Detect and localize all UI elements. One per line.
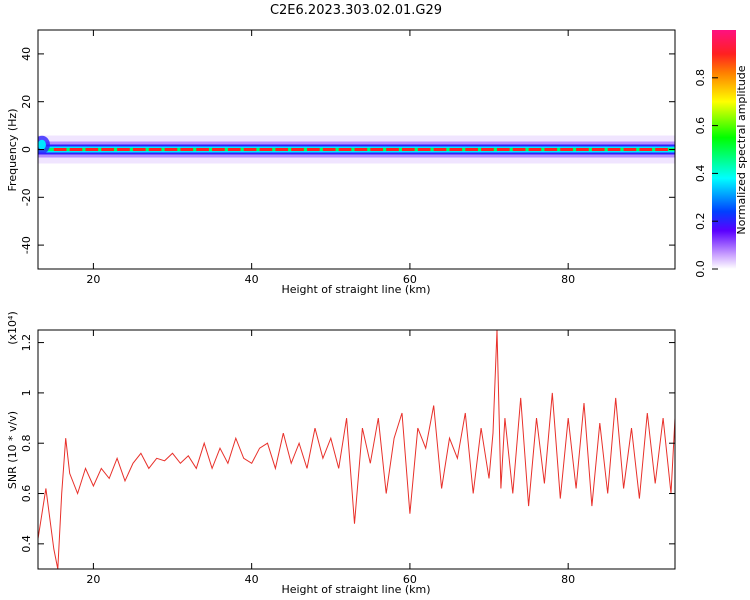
spectrogram-x-tick-label-2: 60 bbox=[403, 273, 417, 286]
colorbar-label: Normalized spectral amplitude bbox=[735, 65, 748, 234]
snr-x-tick-label-1: 40 bbox=[245, 573, 259, 586]
snr-panel: 20 40 60 80 0.4 0.6 0.8 1 1.2 Height of straigh… bbox=[6, 311, 676, 596]
spectrogram-y-tick-label-3: 20 bbox=[20, 95, 33, 109]
snr-y-tick-label-3: 1 bbox=[20, 389, 33, 396]
spectrogram-plot-area bbox=[38, 135, 675, 164]
snr-x-tick-label-2: 60 bbox=[403, 573, 417, 586]
spectrogram-x-tick-label-1: 40 bbox=[245, 273, 259, 286]
spectrogram-y-tick-label-4: 40 bbox=[20, 47, 33, 61]
snr-x-ticks: 20 40 60 80 bbox=[86, 330, 575, 586]
snr-x-tick-label-0: 20 bbox=[86, 573, 100, 586]
snr-y-tick-label-1: 0.6 bbox=[20, 485, 33, 503]
colorbar-gradient bbox=[712, 30, 736, 269]
colorbar-tick-label-4: 0.8 bbox=[694, 69, 707, 87]
spectrogram-y-ticks: -40 -20 0 20 40 bbox=[20, 47, 675, 254]
snr-x-tick-label-3: 80 bbox=[561, 573, 575, 586]
spectrogram-x-ticks: 20 40 60 80 bbox=[86, 30, 575, 286]
spectrogram-x-tick-label-3: 80 bbox=[561, 273, 575, 286]
spectrogram-y-label: Frequency (Hz) bbox=[6, 109, 19, 192]
snr-plot-area bbox=[38, 330, 675, 569]
spectrogram-panel: 20 40 60 80 -40 -20 0 20 40 Height of straight … bbox=[6, 29, 676, 296]
snr-y-tick-label-4: 1.2 bbox=[20, 334, 33, 352]
spectrum-start-core bbox=[38, 139, 46, 150]
colorbar-tick-label-0: 0.0 bbox=[694, 260, 707, 278]
snr-y-tick-label-2: 0.8 bbox=[20, 434, 33, 452]
colorbar-tick-label-1: 0.2 bbox=[694, 212, 707, 230]
chart-title: C2E6.2023.303.02.01.G29 bbox=[270, 3, 442, 18]
colorbar-tick-label-2: 0.4 bbox=[694, 165, 707, 183]
snr-y-label: SNR (10 * v/v) bbox=[6, 411, 19, 489]
colorbar-tick-label-3: 0.6 bbox=[694, 117, 707, 135]
colorbar: 0.0 0.2 0.4 0.6 0.8 Normalized spectral ampl… bbox=[694, 30, 748, 278]
snr-y-ticks: 0.4 0.6 0.8 1 1.2 bbox=[20, 334, 675, 553]
spectrogram-x-tick-label-0: 20 bbox=[86, 273, 100, 286]
colorbar-ticks: 0.0 0.2 0.4 0.6 0.8 bbox=[694, 69, 718, 278]
snr-y-multiplier: (x10⁴) bbox=[6, 311, 19, 345]
snr-x-label: Height of straight line (km) bbox=[281, 583, 430, 596]
spectrogram-y-tick-label-1: -20 bbox=[20, 188, 33, 206]
snr-y-tick-label-0: 0.4 bbox=[20, 535, 33, 553]
spectrogram-y-tick-label-0: -40 bbox=[20, 236, 33, 254]
spectrogram-x-label: Height of straight line (km) bbox=[281, 283, 430, 296]
spectrogram-y-tick-label-2: 0 bbox=[20, 146, 33, 153]
snr-frame bbox=[37, 329, 676, 570]
snr-series-line bbox=[38, 330, 675, 569]
